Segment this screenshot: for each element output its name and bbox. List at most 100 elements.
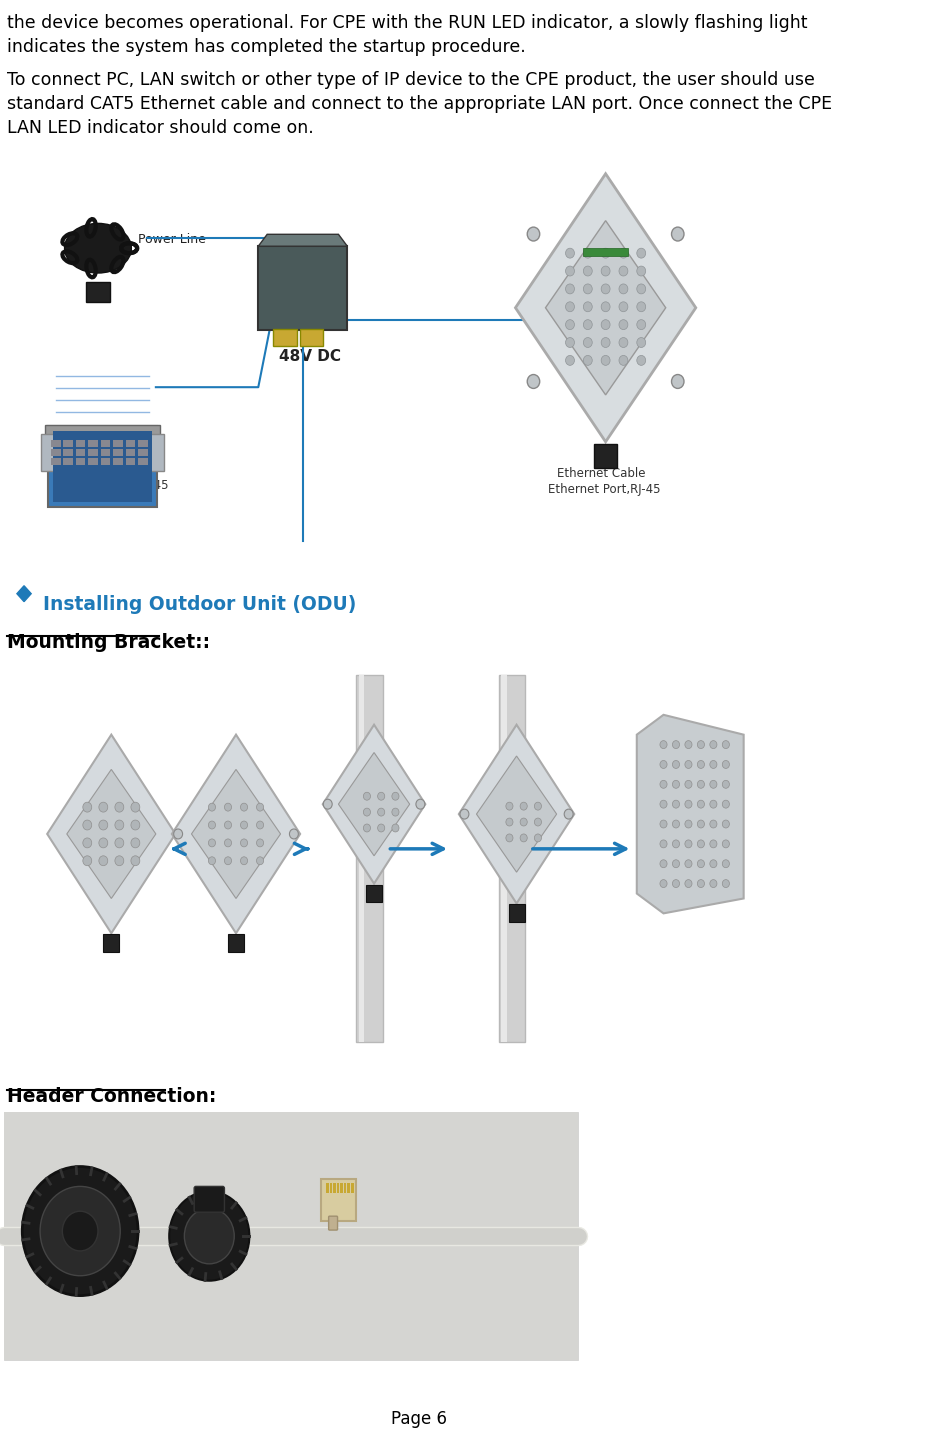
Circle shape (602, 249, 610, 259)
FancyBboxPatch shape (321, 1180, 356, 1221)
FancyBboxPatch shape (101, 440, 110, 446)
FancyBboxPatch shape (48, 426, 157, 508)
Polygon shape (636, 715, 744, 914)
Circle shape (697, 879, 704, 888)
FancyBboxPatch shape (76, 440, 86, 446)
Circle shape (131, 855, 140, 865)
Circle shape (685, 761, 692, 768)
FancyBboxPatch shape (63, 458, 73, 465)
Polygon shape (172, 735, 300, 934)
Circle shape (584, 266, 592, 276)
FancyBboxPatch shape (63, 440, 73, 446)
Circle shape (131, 802, 140, 812)
Circle shape (241, 821, 247, 829)
Text: LAN LED indicator should come on.: LAN LED indicator should come on. (8, 119, 314, 137)
Circle shape (722, 839, 729, 848)
FancyBboxPatch shape (366, 885, 382, 902)
Circle shape (660, 859, 667, 868)
FancyBboxPatch shape (344, 1184, 347, 1194)
Circle shape (672, 741, 680, 748)
Circle shape (685, 859, 692, 868)
Circle shape (83, 802, 92, 812)
Text: 48V DC: 48V DC (279, 349, 341, 365)
Circle shape (710, 741, 717, 748)
Text: indicates the system has completed the startup procedure.: indicates the system has completed the s… (8, 37, 525, 56)
Circle shape (722, 859, 729, 868)
Circle shape (584, 337, 592, 347)
Circle shape (364, 824, 370, 832)
FancyBboxPatch shape (101, 458, 110, 465)
FancyBboxPatch shape (326, 1184, 329, 1194)
FancyBboxPatch shape (138, 440, 148, 446)
Circle shape (619, 302, 628, 312)
Circle shape (520, 802, 527, 811)
FancyBboxPatch shape (113, 458, 123, 465)
FancyBboxPatch shape (113, 440, 123, 446)
FancyBboxPatch shape (499, 675, 525, 1042)
FancyBboxPatch shape (359, 675, 365, 1042)
Circle shape (527, 227, 540, 242)
Circle shape (636, 249, 646, 259)
Circle shape (506, 818, 513, 827)
Circle shape (209, 839, 215, 847)
FancyBboxPatch shape (4, 1113, 578, 1360)
Circle shape (257, 804, 263, 811)
FancyBboxPatch shape (274, 329, 297, 346)
Circle shape (660, 879, 667, 888)
Circle shape (534, 834, 541, 842)
Circle shape (602, 302, 610, 312)
Text: Ethernet Port,RJ-45: Ethernet Port,RJ-45 (56, 479, 168, 492)
Circle shape (584, 302, 592, 312)
Polygon shape (459, 725, 574, 904)
FancyBboxPatch shape (329, 1216, 337, 1230)
Circle shape (290, 829, 298, 839)
FancyBboxPatch shape (113, 449, 123, 456)
Circle shape (672, 761, 680, 768)
Circle shape (415, 799, 425, 809)
Circle shape (619, 285, 628, 295)
Circle shape (566, 337, 574, 347)
Circle shape (520, 834, 527, 842)
Text: Power Line: Power Line (138, 233, 206, 246)
Circle shape (99, 855, 108, 865)
Circle shape (83, 838, 92, 848)
Polygon shape (17, 586, 31, 602)
Circle shape (506, 802, 513, 811)
Circle shape (710, 761, 717, 768)
Circle shape (660, 801, 667, 808)
Text: Ethernet Cable: Ethernet Cable (59, 462, 149, 475)
FancyBboxPatch shape (88, 440, 98, 446)
Circle shape (602, 320, 610, 329)
Circle shape (131, 838, 140, 848)
Circle shape (660, 819, 667, 828)
Circle shape (672, 801, 680, 808)
Circle shape (584, 320, 592, 329)
Circle shape (660, 839, 667, 848)
FancyBboxPatch shape (88, 458, 98, 465)
FancyBboxPatch shape (228, 934, 244, 952)
Polygon shape (338, 752, 410, 855)
Circle shape (636, 356, 646, 365)
Text: Header Connection:: Header Connection: (8, 1087, 216, 1107)
Circle shape (602, 266, 610, 276)
Circle shape (697, 781, 704, 788)
Circle shape (131, 819, 140, 829)
Circle shape (660, 741, 667, 748)
Polygon shape (545, 220, 666, 395)
Circle shape (636, 285, 646, 295)
Circle shape (209, 804, 215, 811)
FancyBboxPatch shape (103, 934, 119, 952)
Polygon shape (258, 235, 348, 246)
Circle shape (619, 337, 628, 347)
Circle shape (115, 838, 124, 848)
Circle shape (566, 356, 574, 365)
FancyBboxPatch shape (584, 249, 628, 256)
Circle shape (392, 792, 399, 801)
Circle shape (660, 781, 667, 788)
FancyBboxPatch shape (36, 661, 802, 1047)
Circle shape (225, 857, 231, 865)
Text: Page 6: Page 6 (391, 1410, 446, 1427)
Circle shape (241, 857, 247, 865)
Circle shape (506, 834, 513, 842)
Circle shape (619, 320, 628, 329)
